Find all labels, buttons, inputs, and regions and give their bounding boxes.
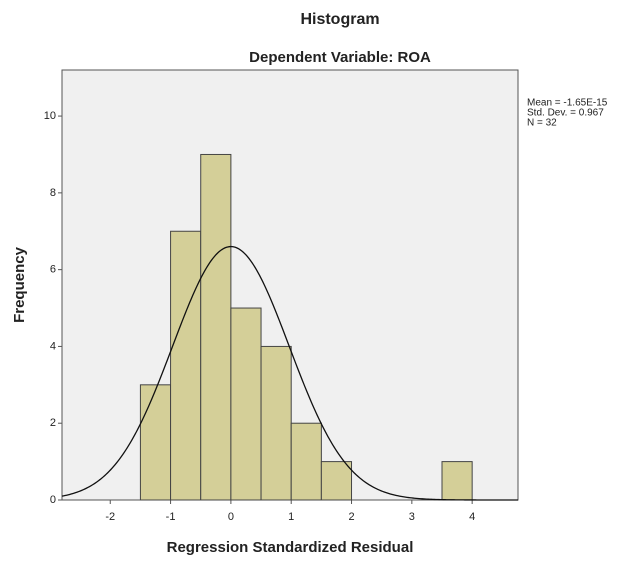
y-tick-label: 4 <box>50 340 56 352</box>
chart-title: Histogram <box>300 11 379 28</box>
x-axis-label: Regression Standardized Residual <box>167 539 414 556</box>
chart-subtitle: Dependent Variable: ROA <box>249 49 431 66</box>
x-tick-label: -2 <box>105 511 115 523</box>
x-tick-label: 3 <box>409 511 415 523</box>
stats-label: Mean = -1.65E-15 <box>527 98 608 109</box>
y-tick-label: 0 <box>50 494 56 506</box>
bar <box>170 230 202 501</box>
y-tick-label: 8 <box>50 187 56 199</box>
x-tick-label: 1 <box>288 511 294 523</box>
stats-label: Std. Dev. = 0.967 <box>527 108 604 119</box>
x-tick-label: -1 <box>166 511 176 523</box>
x-tick-label: 4 <box>469 511 475 523</box>
x-tick-label: 0 <box>228 511 234 523</box>
x-tick-label: 2 <box>348 511 354 523</box>
bar <box>290 422 322 501</box>
y-tick-label: 2 <box>50 417 56 429</box>
stats-label: N = 32 <box>527 118 557 129</box>
bar <box>441 461 473 501</box>
bar <box>139 384 172 501</box>
y-axis-label: Frequency <box>11 246 28 323</box>
bar <box>230 307 262 501</box>
y-tick-label: 6 <box>50 264 56 276</box>
normal-curve <box>61 245 518 501</box>
y-tick-label: 10 <box>44 110 56 122</box>
bar <box>200 153 232 501</box>
bar <box>320 461 353 501</box>
bar <box>260 345 292 501</box>
